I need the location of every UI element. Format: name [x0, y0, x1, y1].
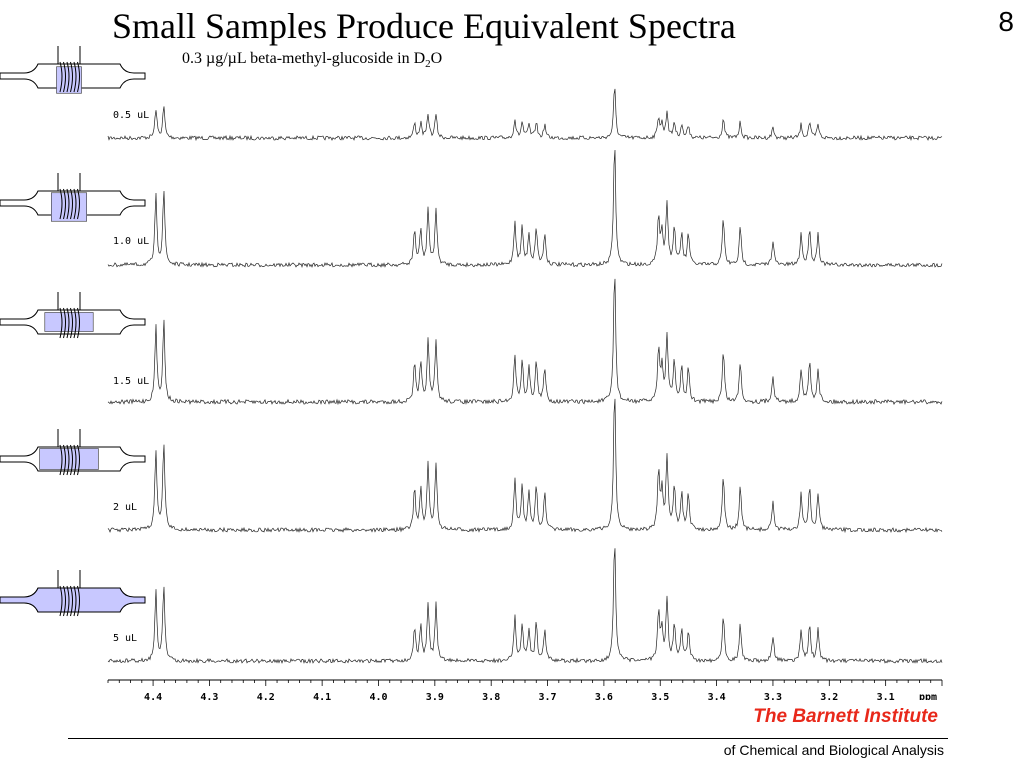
institute-name: The Barnett Institute: [753, 706, 938, 727]
sample-coil-icon: [0, 429, 146, 476]
x-tick-label: 4.0: [369, 692, 387, 700]
spectrum-trace: [107, 548, 943, 664]
coil-winding: [70, 61, 73, 93]
spectrum-trace: [107, 149, 943, 268]
coil-winding: [66, 307, 70, 339]
x-tick-label: 3.9: [426, 692, 444, 700]
coil-winding: [70, 188, 73, 220]
coil-winding: [63, 61, 66, 93]
x-tick-label: 3.6: [595, 692, 613, 700]
coil-winding: [66, 444, 70, 476]
x-tick-label: 4.4: [144, 692, 162, 700]
coil-winding: [70, 444, 73, 476]
institute-subtitle: of Chemical and Biological Analysis: [723, 742, 944, 758]
x-tick-label: 3.4: [708, 692, 726, 700]
x-tick-label: 4.3: [200, 692, 218, 700]
coil-winding: [77, 585, 80, 617]
sample-coil-icon: [0, 173, 146, 222]
x-tick-label: 4.2: [257, 692, 275, 700]
x-axis-label: ppm: [919, 692, 937, 700]
coil-winding: [63, 188, 66, 220]
spectrum-trace: [107, 278, 943, 406]
slide-title: Small Samples Produce Equivalent Spectra: [112, 6, 736, 46]
subtitle-subscript: 2: [425, 58, 431, 71]
series-label: 1.0 uL: [113, 236, 149, 247]
sample-coil-icon: [0, 292, 146, 339]
series-label: 5 uL: [113, 633, 137, 644]
series-label: 2 uL: [113, 502, 137, 513]
coil-winding: [66, 585, 70, 617]
coil-winding: [73, 307, 77, 339]
x-tick-label: 3.3: [764, 692, 782, 700]
x-tick-label: 3.1: [877, 692, 895, 700]
nmr-spectra-chart: 0.5 uL 1.0 uL 1.5 uL 2 uL 5 uL 4.4 4.3 4.2 4.1 4.…: [0, 46, 943, 700]
coil-winding: [63, 307, 66, 339]
coil-winding: [73, 444, 77, 476]
coil-winding: [77, 444, 80, 476]
footer-divider: [68, 738, 948, 739]
x-tick-label: 3.5: [651, 692, 669, 700]
subtitle-main: 0.3 µg/µL beta-methyl-glucoside in D: [182, 50, 426, 67]
coil-winding: [59, 307, 63, 339]
coil-winding: [59, 188, 63, 220]
coil-winding: [63, 444, 66, 476]
coil-winding: [66, 188, 70, 220]
coil-winding: [77, 188, 80, 220]
coil-winding: [73, 188, 77, 220]
coil-winding: [59, 444, 63, 476]
chart-subtitle: 0.3 µg/µL beta-methyl-glucoside in D2O: [182, 50, 442, 70]
x-tick-label: 4.1: [313, 692, 331, 700]
sample-coil-icon: [0, 46, 146, 94]
coil-winding: [63, 585, 66, 617]
coil-winding: [73, 61, 77, 93]
x-tick-label: 3.8: [482, 692, 500, 700]
x-tick-label: 3.7: [539, 692, 557, 700]
coil-winding: [77, 307, 80, 339]
coil-winding: [59, 585, 63, 617]
coil-winding: [59, 61, 63, 93]
coil-winding: [70, 585, 73, 617]
spectrum-trace: [107, 398, 943, 534]
sample-coil-icon: [0, 570, 146, 617]
coil-winding: [70, 307, 73, 339]
x-tick-label: 3.2: [820, 692, 838, 700]
coil-winding: [73, 585, 77, 617]
series-label: 0.5 uL: [113, 110, 149, 121]
spectrum-trace: [107, 88, 943, 142]
coil-winding: [77, 61, 80, 93]
coil-winding: [66, 61, 70, 93]
slide-number: 8: [998, 6, 1014, 37]
subtitle-tail: O: [430, 50, 443, 67]
series-label: 1.5 uL: [113, 376, 149, 387]
